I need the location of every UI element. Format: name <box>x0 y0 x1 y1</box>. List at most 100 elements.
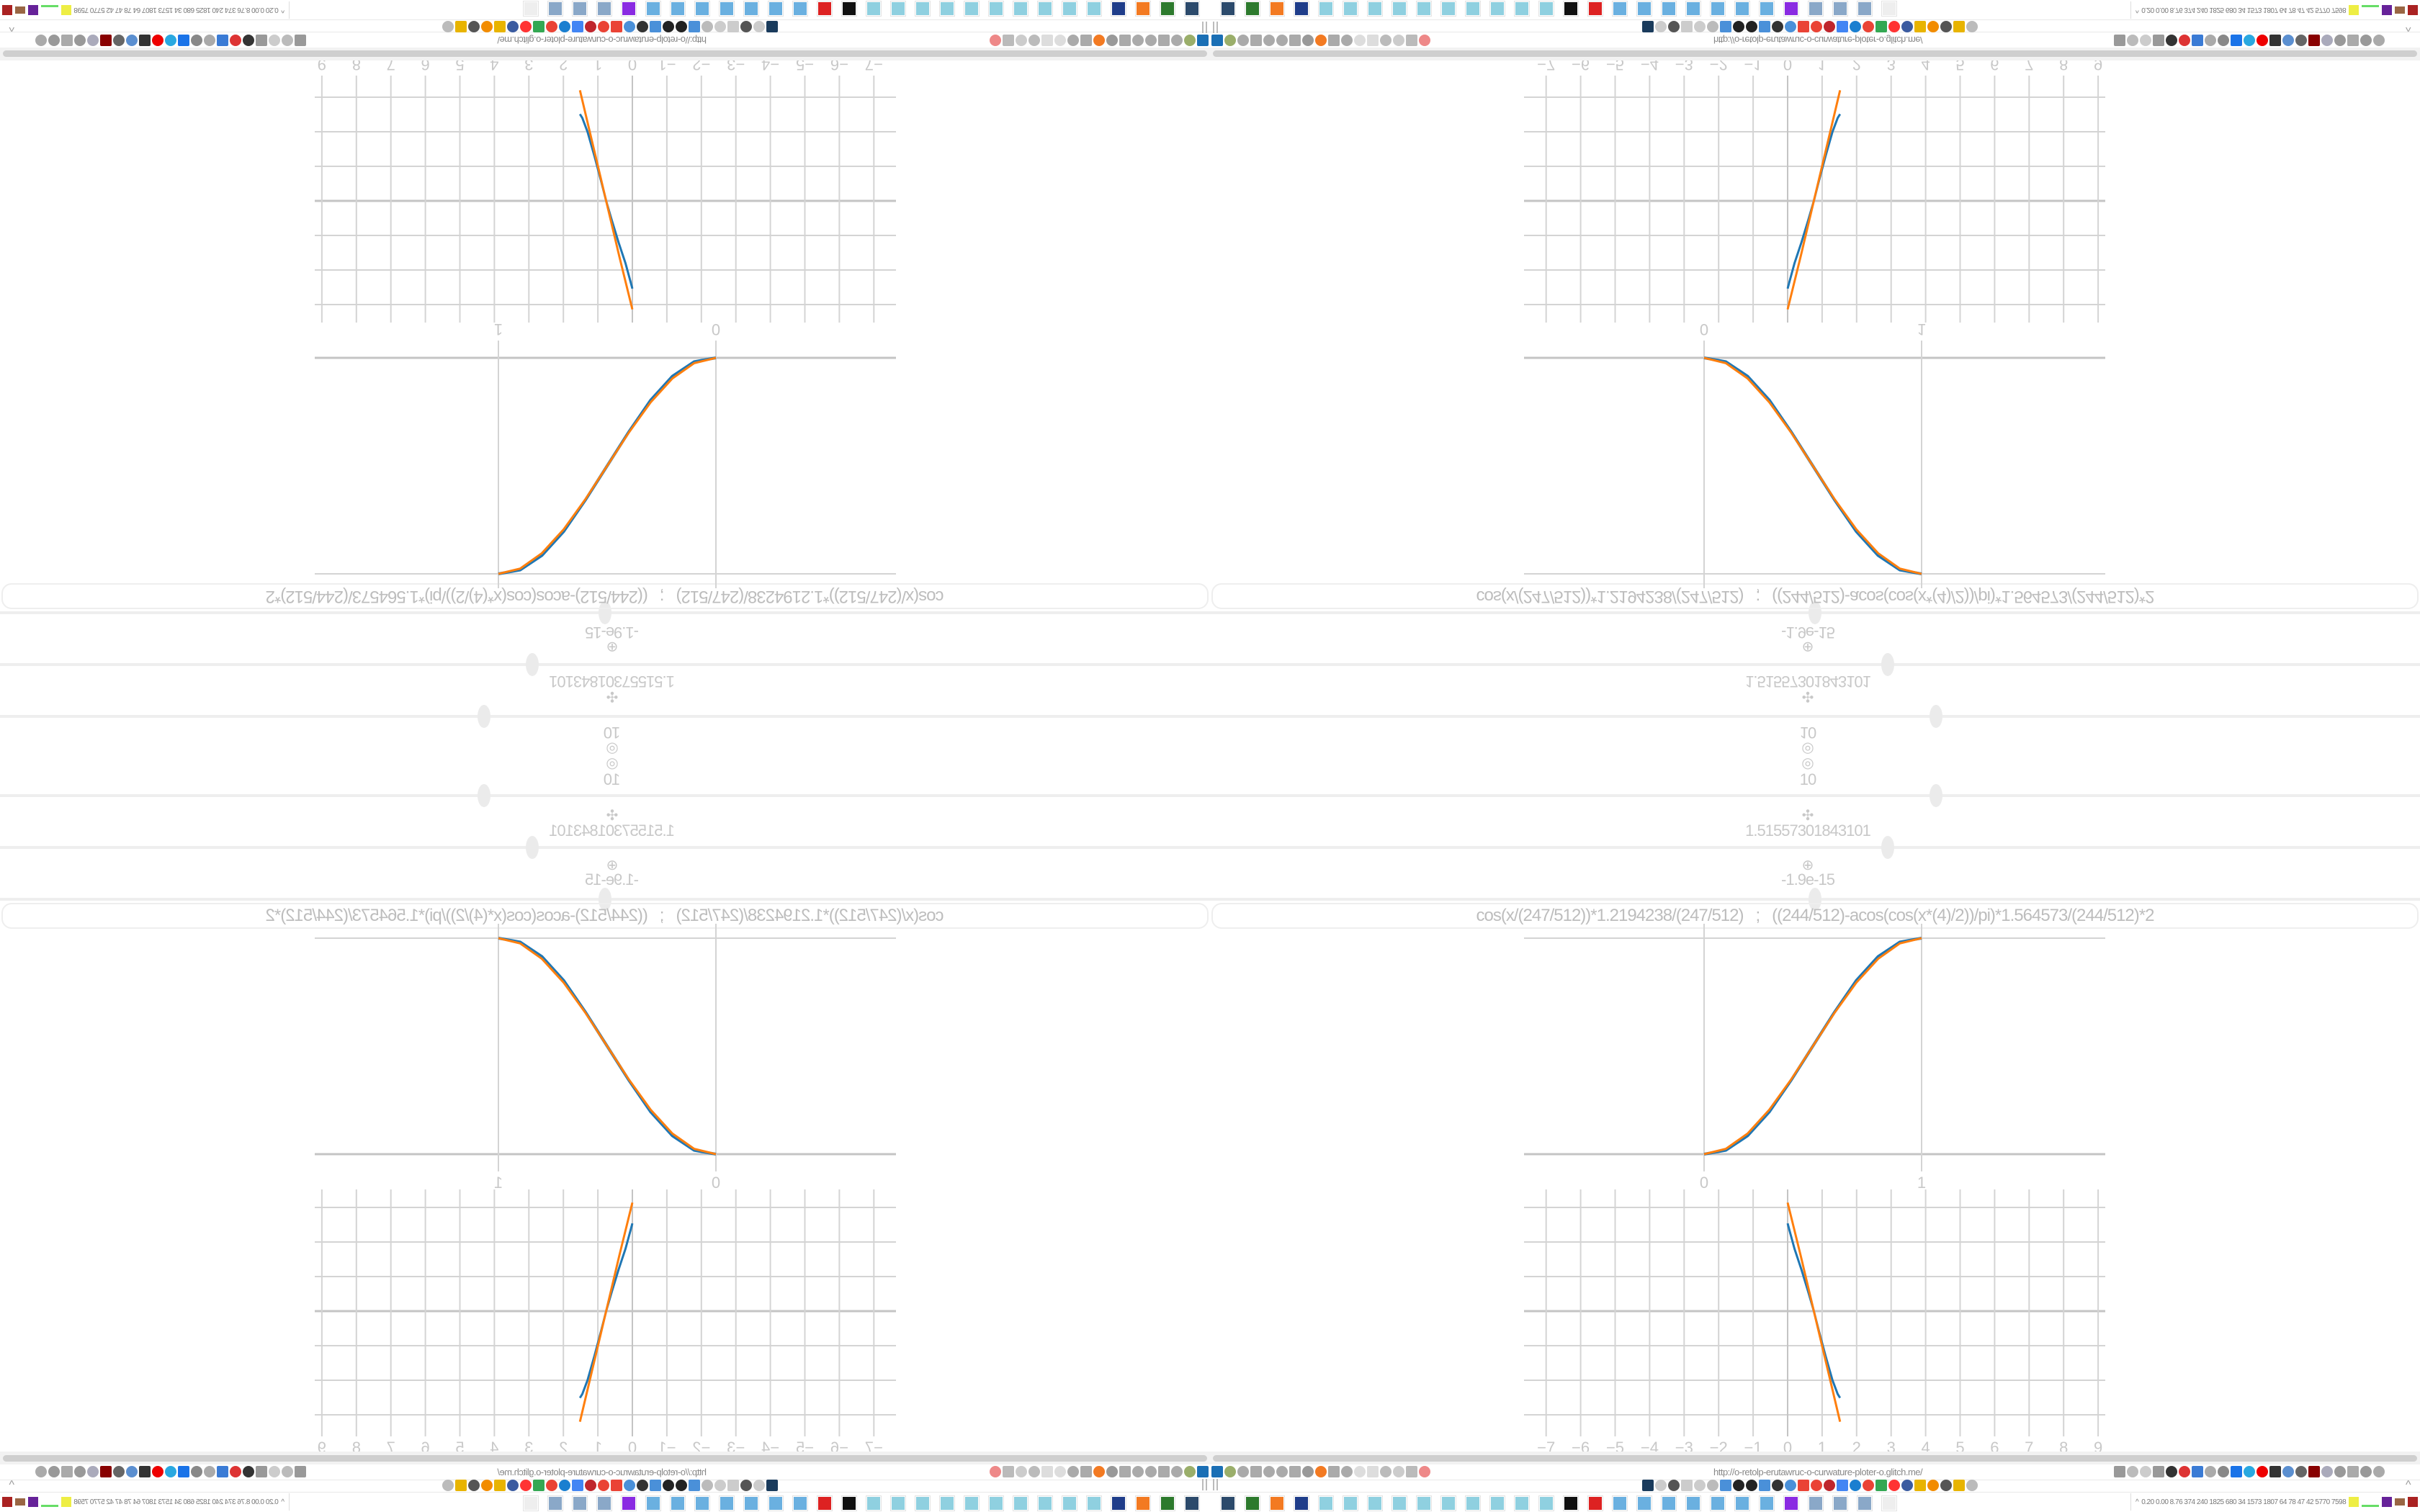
filter-icon[interactable] <box>1197 35 1209 46</box>
app-icon[interactable] <box>1563 1 1579 17</box>
google-icon[interactable] <box>1876 1480 1887 1491</box>
bookmark-icon[interactable] <box>637 1480 648 1491</box>
app-icon[interactable] <box>1245 1495 1260 1511</box>
back-icon[interactable] <box>1393 35 1404 46</box>
headphones-icon[interactable] <box>1145 1466 1157 1477</box>
app-icon[interactable] <box>1587 1 1603 17</box>
globe-icon[interactable] <box>1171 1466 1183 1477</box>
url-bar[interactable]: http://o-retolp-erutawruc-o-curwature-pl… <box>497 35 707 45</box>
bookmark-icon[interactable] <box>1927 1480 1939 1491</box>
bookmark-icon[interactable] <box>1914 21 1926 32</box>
firefox-icon[interactable] <box>1315 35 1327 46</box>
translate-icon[interactable] <box>2192 35 2203 46</box>
bookmark-icon[interactable] <box>494 1480 506 1491</box>
download-icon[interactable] <box>2166 35 2177 46</box>
shield-icon[interactable] <box>1003 1466 1014 1477</box>
hourglass-icon[interactable] <box>442 1480 454 1491</box>
firefox-icon[interactable] <box>1135 1 1151 17</box>
calculator-icon[interactable] <box>1636 1 1652 17</box>
scroll-icon[interactable] <box>1857 1 1873 17</box>
globe-icon[interactable] <box>74 35 86 46</box>
scroll-icon[interactable] <box>1832 1495 1848 1511</box>
pen-icon[interactable] <box>2179 1466 2190 1477</box>
formula-input[interactable]: cos(x/(247/512))*1.2194238/(247/512) ; (… <box>1211 903 2419 929</box>
yandex-icon[interactable] <box>520 1480 532 1491</box>
puzzle-icon[interactable] <box>2347 1466 2359 1477</box>
slider-track[interactable] <box>1210 836 2420 859</box>
scroll-icon[interactable] <box>596 1495 612 1511</box>
notepad-icon[interactable] <box>866 1495 882 1511</box>
gear-icon[interactable] <box>1080 1466 1092 1477</box>
bookmark-icon[interactable] <box>1772 21 1783 32</box>
chevron-up-icon[interactable]: ^ <box>9 21 14 33</box>
notepad-icon[interactable] <box>915 1495 931 1511</box>
trash-icon[interactable] <box>139 35 151 46</box>
headphones-icon[interactable] <box>1276 35 1288 46</box>
ublock-icon[interactable] <box>100 35 112 46</box>
notepad-icon[interactable] <box>1086 1495 1102 1511</box>
translate-icon[interactable] <box>295 1466 306 1477</box>
translate-icon[interactable] <box>295 35 306 46</box>
url-bar[interactable]: http://o-retolp-erutawruc-o-curwature-pl… <box>1713 1467 1923 1477</box>
blocked-icon[interactable] <box>990 35 1001 46</box>
record-icon[interactable] <box>152 1466 163 1477</box>
filter-icon[interactable] <box>1211 1466 1223 1477</box>
calculator-icon[interactable] <box>1685 1 1701 17</box>
bookmark-icon[interactable] <box>559 1480 570 1491</box>
plus-icon[interactable] <box>2231 35 2242 46</box>
bookmark-icon[interactable] <box>637 21 648 32</box>
globe-icon[interactable] <box>1289 35 1301 46</box>
notepad-icon[interactable] <box>1416 1 1432 17</box>
bookmark-icon[interactable] <box>1914 1480 1926 1491</box>
notepad-icon[interactable] <box>866 1 882 17</box>
google-icon[interactable] <box>598 21 609 32</box>
bookmark-icon[interactable] <box>1694 21 1706 32</box>
url-bar[interactable]: http://o-retolp-erutawruc-o-curwature-pl… <box>497 1467 707 1477</box>
translate-icon[interactable] <box>2192 1466 2203 1477</box>
app-icon[interactable] <box>523 1 539 17</box>
globe-icon[interactable] <box>1237 1466 1249 1477</box>
cc-icon[interactable] <box>1668 1480 1680 1491</box>
shield-icon[interactable] <box>2205 1466 2216 1477</box>
headphones-icon[interactable] <box>1132 35 1144 46</box>
star-icon[interactable] <box>2127 35 2138 46</box>
gear-icon[interactable] <box>2218 35 2229 46</box>
firefox-icon[interactable] <box>1093 35 1105 46</box>
bookmark-icon[interactable] <box>1759 21 1770 32</box>
plus-icon[interactable] <box>2231 1466 2242 1477</box>
bookmark-icon[interactable] <box>1642 1480 1654 1491</box>
cc-icon[interactable] <box>740 1480 752 1491</box>
firefox-icon[interactable] <box>1269 1495 1285 1511</box>
bookmark-icon[interactable] <box>455 1480 467 1491</box>
blocked-icon[interactable] <box>1419 35 1430 46</box>
notepad-icon[interactable] <box>1062 1495 1077 1511</box>
notepad-icon[interactable] <box>1037 1495 1053 1511</box>
globe-icon[interactable] <box>1067 1466 1079 1477</box>
plus-icon[interactable] <box>178 1466 189 1477</box>
bookmark-icon[interactable] <box>753 21 765 32</box>
cc-icon[interactable] <box>468 1480 480 1491</box>
bookmark-icon[interactable] <box>1707 1480 1718 1491</box>
cc-icon[interactable] <box>468 21 480 32</box>
pause-icon[interactable] <box>1202 1479 1207 1490</box>
bookmark-icon[interactable] <box>559 21 570 32</box>
globe-icon[interactable] <box>1119 1466 1131 1477</box>
download-icon[interactable] <box>243 1466 254 1477</box>
wrench-icon[interactable] <box>1106 1466 1118 1477</box>
bookmark-icon[interactable] <box>507 21 519 32</box>
globe-icon[interactable] <box>1171 35 1183 46</box>
bookmark-icon[interactable] <box>727 1480 739 1491</box>
notepad-icon[interactable] <box>1318 1495 1334 1511</box>
network-icon[interactable] <box>2282 35 2294 46</box>
hourglass-icon[interactable] <box>1966 21 1978 32</box>
globe-icon[interactable] <box>1289 1466 1301 1477</box>
notepad-icon[interactable] <box>1013 1 1028 17</box>
puzzle-icon[interactable] <box>2347 35 2359 46</box>
bookmark-icon[interactable] <box>1681 1480 1693 1491</box>
notepad-icon[interactable] <box>1514 1495 1530 1511</box>
notepad-icon[interactable] <box>1037 1 1053 17</box>
headphones-icon[interactable] <box>1145 35 1157 46</box>
horizontal-scrollbar[interactable] <box>3 1455 1207 1462</box>
gear-icon[interactable] <box>1080 35 1092 46</box>
filter-icon[interactable] <box>1211 35 1223 46</box>
